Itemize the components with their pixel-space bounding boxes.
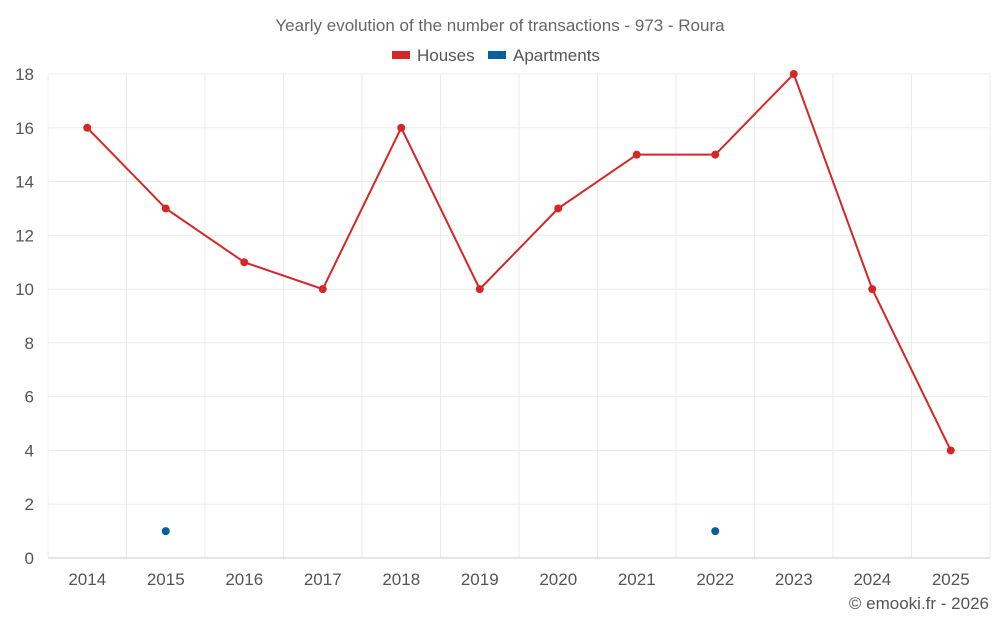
x-tick-label: 2025 bbox=[932, 570, 970, 589]
credit-text: © emooki.fr - 2026 bbox=[848, 594, 989, 613]
data-point-houses[interactable] bbox=[868, 285, 877, 294]
x-tick-label: 2014 bbox=[68, 570, 106, 589]
x-tick-label: 2024 bbox=[853, 570, 891, 589]
series-line-houses bbox=[86, 72, 952, 451]
legend: Houses Apartments bbox=[392, 46, 600, 65]
data-point-houses[interactable] bbox=[83, 123, 92, 132]
y-tick-label: 10 bbox=[15, 280, 34, 299]
y-tick-label: 2 bbox=[25, 495, 34, 514]
data-point-houses[interactable] bbox=[397, 123, 406, 132]
x-tick-label: 2015 bbox=[147, 570, 185, 589]
x-tick-label: 2017 bbox=[304, 570, 342, 589]
y-tick-label: 6 bbox=[25, 388, 34, 407]
x-tick-label: 2018 bbox=[382, 570, 420, 589]
y-tick-label: 18 bbox=[15, 65, 34, 84]
data-point-houses[interactable] bbox=[161, 204, 170, 213]
x-axis-ticks: 2014 2015 2016 2017 2018 2019 2020 2021 2022 2023… bbox=[68, 570, 969, 589]
legend-swatch-apartments bbox=[488, 51, 506, 59]
data-point-houses[interactable] bbox=[240, 258, 249, 267]
x-tick-label: 2023 bbox=[775, 570, 813, 589]
y-tick-label: 16 bbox=[15, 119, 34, 138]
y-tick-label: 0 bbox=[25, 549, 34, 568]
legend-swatch-houses bbox=[392, 51, 410, 59]
data-point-houses[interactable] bbox=[632, 150, 641, 159]
x-tick-label: 2019 bbox=[461, 570, 499, 589]
data-point-apartments[interactable] bbox=[711, 527, 720, 536]
y-tick-label: 14 bbox=[15, 173, 34, 192]
chart-title: Yearly evolution of the number of transa… bbox=[275, 16, 725, 35]
data-point-apartments[interactable] bbox=[161, 527, 170, 536]
legend-label-apartments[interactable]: Apartments bbox=[513, 46, 600, 65]
x-tick-label: 2016 bbox=[225, 570, 263, 589]
y-axis-ticks: 0 2 4 6 8 10 12 14 16 18 bbox=[15, 65, 34, 568]
data-point-houses[interactable] bbox=[789, 70, 798, 78]
x-tick-label: 2020 bbox=[539, 570, 577, 589]
data-point-houses[interactable] bbox=[318, 285, 327, 294]
y-tick-label: 12 bbox=[15, 226, 34, 245]
data-point-houses[interactable] bbox=[554, 204, 563, 213]
legend-label-houses[interactable]: Houses bbox=[417, 46, 475, 65]
series-group bbox=[83, 70, 955, 536]
y-tick-label: 4 bbox=[25, 441, 34, 460]
grid bbox=[47, 73, 991, 559]
data-point-houses[interactable] bbox=[475, 285, 484, 294]
x-tick-label: 2021 bbox=[618, 570, 656, 589]
data-point-houses[interactable] bbox=[946, 446, 955, 455]
data-point-houses[interactable] bbox=[711, 150, 720, 159]
y-tick-label: 8 bbox=[25, 334, 34, 353]
x-tick-label: 2022 bbox=[696, 570, 734, 589]
